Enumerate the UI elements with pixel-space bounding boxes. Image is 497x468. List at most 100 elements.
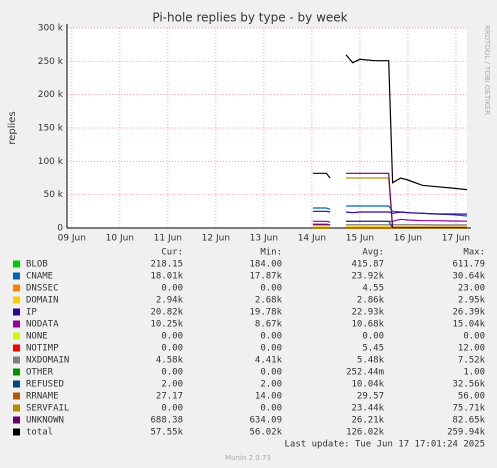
legend-stat: 10.04k xyxy=(351,380,384,390)
legend-swatch xyxy=(13,368,20,376)
legend-stat: 0.00 xyxy=(161,368,183,378)
legend-stat: 688.38 xyxy=(150,416,183,426)
y-tick-label: 0 xyxy=(57,224,63,234)
legend-stat: 18.01k xyxy=(150,272,183,282)
legend-stat: 23.44k xyxy=(351,404,384,414)
legend-swatch xyxy=(13,332,20,340)
legend-header: Min: xyxy=(260,248,282,258)
legend-stat: 30.64k xyxy=(452,272,485,282)
series-line xyxy=(312,210,468,215)
legend-stat: 0.00 xyxy=(161,404,183,414)
legend-stat: 0.00 xyxy=(161,344,183,354)
legend-stat: 23.00 xyxy=(458,284,485,294)
legend-stat: 8.67k xyxy=(255,320,283,330)
legend-stat: 32.56k xyxy=(452,380,485,390)
chart-title: Pi-hole replies by type - by week xyxy=(152,11,347,25)
legend-swatch xyxy=(13,272,20,280)
legend-stat: 2.86k xyxy=(357,296,385,306)
legend-stat: 252.44m xyxy=(346,368,384,378)
legend-stat: 0.00 xyxy=(260,404,282,414)
legend-stat: 5.45 xyxy=(362,344,384,354)
legend-stat: 56.02k xyxy=(249,428,282,438)
legend-swatch xyxy=(13,320,20,328)
legend-swatch xyxy=(13,260,20,268)
y-tick-label: 150 k xyxy=(38,124,64,134)
legend-stat: 10.25k xyxy=(150,320,183,330)
legend-swatch xyxy=(13,428,20,436)
legend-stat: 0.00 xyxy=(463,332,485,342)
legend-label: NODATA xyxy=(26,320,59,330)
last-update: Last update: Tue Jun 17 17:01:24 2025 xyxy=(285,440,485,450)
legend-stat: 4.55 xyxy=(362,284,384,294)
legend-stat: 27.17 xyxy=(156,392,183,402)
legend-stat: 0.00 xyxy=(161,332,183,342)
legend-swatch xyxy=(13,308,20,316)
legend-swatch xyxy=(13,380,20,388)
legend-label: SERVFAIL xyxy=(26,404,69,414)
legend-stat: 4.58k xyxy=(156,356,184,366)
legend-header: Avg: xyxy=(362,248,384,258)
side-label: RRDTOOL / TOBI OETIKER xyxy=(483,25,491,115)
legend-stat: 415.87 xyxy=(351,260,384,270)
legend-stat: 634.09 xyxy=(249,416,282,426)
legend-label: REFUSED xyxy=(26,380,64,390)
x-tick-label: 12 Jun xyxy=(202,234,230,244)
legend-label: OTHER xyxy=(26,368,54,378)
legend-stat: 0.00 xyxy=(260,332,282,342)
y-tick-label: 50 k xyxy=(43,190,63,200)
legend-stat: 126.02k xyxy=(346,428,385,438)
legend-label: UNKNOWN xyxy=(26,416,64,426)
legend-label: NXDOMAIN xyxy=(26,356,69,366)
legend-stat: 611.79 xyxy=(452,260,485,270)
legend-stat: 75.71k xyxy=(452,404,485,414)
legend-stat: 20.82k xyxy=(150,308,183,318)
legend-stat: 7.52k xyxy=(458,356,486,366)
legend-stat: 12.00 xyxy=(458,344,485,354)
legend-swatch xyxy=(13,284,20,292)
legend-stat: 2.68k xyxy=(255,296,283,306)
legend-stat: 2.94k xyxy=(156,296,184,306)
legend-label: DOMAIN xyxy=(26,296,59,306)
legend-stat: 4.41k xyxy=(255,356,283,366)
legend-stat: 82.65k xyxy=(452,416,485,426)
legend-label: RRNAME xyxy=(26,392,59,402)
legend-stat: 17.87k xyxy=(249,272,282,282)
legend-stat: 184.00 xyxy=(249,260,282,270)
y-tick-label: 250 k xyxy=(38,57,64,67)
x-tick-label: 16 Jun xyxy=(394,234,422,244)
legend-stat: 0.00 xyxy=(161,284,183,294)
x-tick-label: 09 Jun xyxy=(58,234,86,244)
y-tick-label: 300 k xyxy=(38,24,64,34)
legend-label: CNAME xyxy=(26,272,53,282)
legend-stat: 14.00 xyxy=(255,392,282,402)
legend-stat: 15.04k xyxy=(452,320,485,330)
legend-stat: 57.55k xyxy=(150,428,183,438)
legend-stat: 0.00 xyxy=(260,344,282,354)
legend-label: NOTIMP xyxy=(26,344,59,354)
legend-header: Max: xyxy=(463,248,485,258)
legend-swatch xyxy=(13,344,20,352)
legend-stat: 19.78k xyxy=(249,308,282,318)
legend-swatch xyxy=(13,392,20,400)
legend-label: NONE xyxy=(26,332,48,342)
y-tick-label: 200 k xyxy=(38,90,64,100)
legend-stat: 2.00 xyxy=(161,380,183,390)
legend-stat: 22.93k xyxy=(351,308,384,318)
legend-stat: 0.00 xyxy=(362,332,384,342)
legend-stat: 2.00 xyxy=(260,380,282,390)
legend-stat: 10.68k xyxy=(351,320,384,330)
legend-swatch xyxy=(13,296,20,304)
legend-label: IP xyxy=(26,308,37,318)
legend-stat: 2.95k xyxy=(458,296,486,306)
legend-stat: 23.92k xyxy=(351,272,384,282)
footer: Munin 2.0.73 xyxy=(225,454,271,462)
legend-stat: 56.00 xyxy=(458,392,485,402)
legend-label: total xyxy=(26,428,53,438)
legend-stat: 259.94k xyxy=(447,428,486,438)
legend-stat: 0.00 xyxy=(260,284,282,294)
legend-stat: 5.48k xyxy=(357,356,385,366)
legend-stat: 26.39k xyxy=(452,308,485,318)
legend-stat: 26.21k xyxy=(351,416,384,426)
